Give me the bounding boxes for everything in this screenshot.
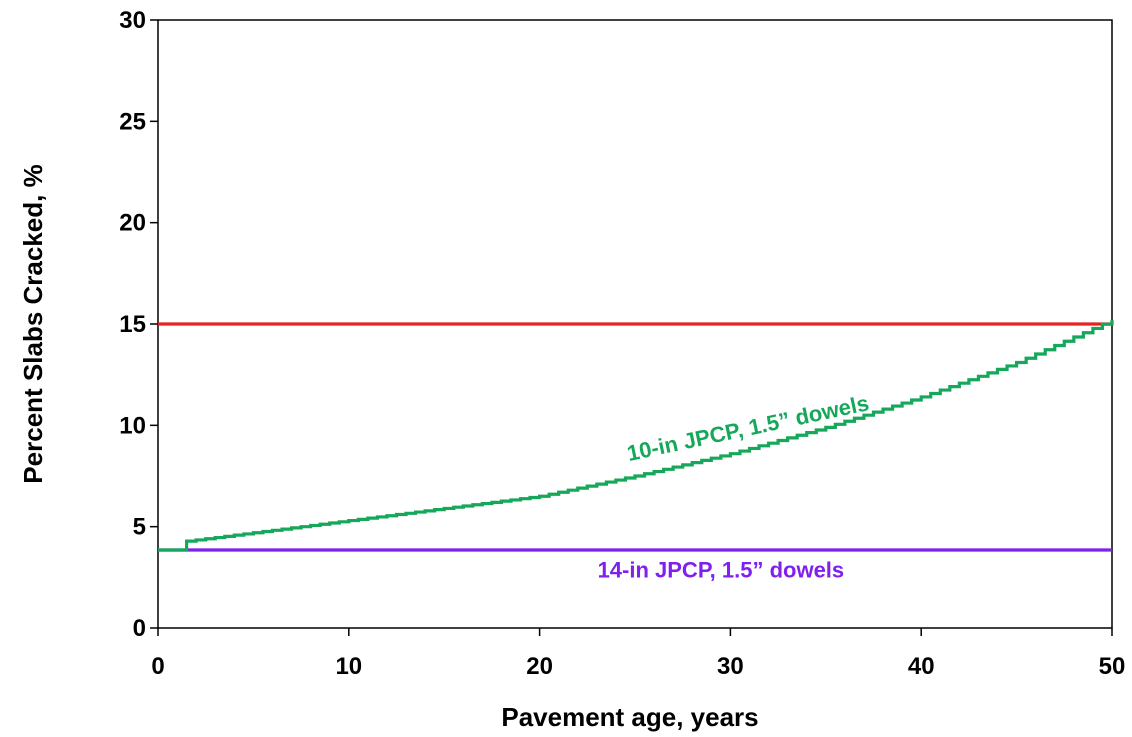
y-tick-label: 30: [119, 7, 146, 34]
x-tick-label: 40: [908, 653, 935, 680]
y-tick-label: 10: [119, 412, 146, 439]
y-tick-label: 5: [133, 514, 146, 541]
y-tick-label: 15: [119, 311, 146, 338]
x-tick-label: 30: [717, 653, 744, 680]
y-tick-label: 0: [133, 615, 146, 642]
series-layer: [158, 319, 1114, 552]
x-axis-title: Pavement age, years: [501, 702, 758, 732]
y-axis-title: Percent Slabs Cracked, %: [18, 164, 48, 483]
x-tick-label: 50: [1099, 653, 1126, 680]
x-tick-label: 10: [335, 653, 362, 680]
x-tick-label: 0: [151, 653, 164, 680]
y-tick-label: 25: [119, 108, 146, 135]
series-annotation-1: 14-in JPCP, 1.5” dowels: [598, 557, 845, 582]
axes: [150, 19, 1113, 636]
series-line-2: [158, 319, 1114, 552]
labels-layer: 0 5 10 15 20 25 30 0 10 20 30 40 50 Pavement age, yea…: [18, 7, 1125, 732]
y-tick-label: 20: [119, 210, 146, 237]
x-tick-label: 20: [526, 653, 553, 680]
